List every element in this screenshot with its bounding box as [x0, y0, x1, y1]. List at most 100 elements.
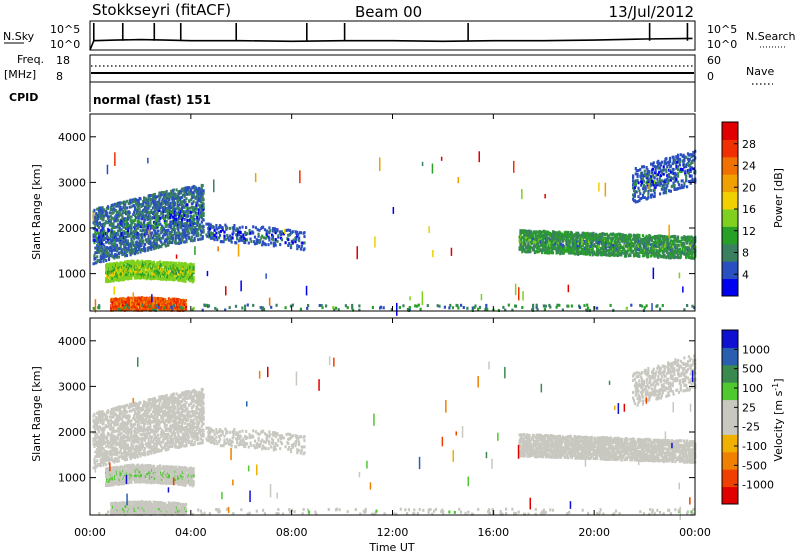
scatter-cell: [179, 300, 182, 304]
scatter-cell: [674, 158, 677, 162]
scatter-cell: [685, 174, 688, 178]
scatter-cell: [123, 306, 126, 310]
scatter-cell: [167, 228, 170, 232]
scatter-cell: [102, 259, 105, 263]
scatter-cell: [202, 205, 205, 209]
scatter-cell: [168, 270, 171, 274]
scatter-cell: [163, 242, 166, 246]
scatter-cell: [638, 199, 641, 203]
scatter-cell: [170, 195, 173, 199]
scatter-cell: [163, 191, 166, 194]
scatter-cell: [567, 304, 570, 308]
scatter-cell: [154, 219, 157, 223]
scatter-streak: [147, 157, 149, 164]
scatter-cell: [123, 265, 126, 269]
scatter-cell: [175, 217, 178, 221]
scatter-cell: [577, 231, 580, 235]
scatter-cell: [519, 243, 522, 247]
scatter-streak: [431, 163, 434, 174]
scatter-cell: [182, 231, 185, 235]
scatter-cell: [93, 216, 96, 219]
scatter-cell: [258, 228, 261, 232]
scatter-cell: [555, 305, 558, 309]
scatter-cell: [636, 200, 639, 204]
scatter-cell: [168, 202, 171, 205]
scatter-cell: [632, 174, 635, 178]
scatter-cell: [152, 200, 155, 204]
scatter-cell: [156, 235, 159, 239]
scatter-streak: [374, 236, 376, 248]
scatter-cell: [540, 230, 543, 234]
scatter-cell: [193, 238, 196, 242]
scatter-cell: [603, 243, 606, 247]
scatter-cell: [232, 228, 235, 232]
scatter-cell: [196, 201, 199, 205]
scatter-cell: [586, 308, 589, 312]
scatter-cell: [95, 416, 98, 420]
scatter-cell: [634, 179, 637, 183]
scatter-streak: [450, 247, 453, 256]
scatter-cell: [560, 242, 563, 246]
scatter-cell: [549, 234, 552, 238]
scatter-cell: [165, 189, 168, 193]
scatter-cell: [646, 168, 649, 172]
scatter-cell: [165, 307, 168, 311]
scatter-cell: [115, 238, 118, 242]
scatter-cell: [149, 211, 152, 215]
scatter-cell: [274, 231, 277, 235]
scatter-cell: [134, 206, 137, 210]
scatter-cell: [679, 254, 682, 258]
scatter-cell: [155, 203, 158, 207]
scatter-cell: [603, 245, 606, 249]
scatter-cell: [103, 229, 106, 233]
scatter-cell: [284, 306, 287, 310]
scatter-cell: [168, 236, 171, 240]
scatter-cell: [650, 236, 653, 240]
scatter-cell: [117, 307, 121, 311]
scatter-cell: [642, 191, 645, 195]
scatter-cell: [218, 236, 221, 240]
scatter-cell: [248, 229, 251, 232]
scatter-cell: [691, 161, 694, 165]
scatter-cell: [647, 255, 650, 258]
scatter-cell: [112, 205, 115, 209]
scatter-cell: [408, 306, 411, 309]
scatter-cell: [672, 157, 675, 161]
scatter-cell: [562, 237, 565, 241]
scatter-cell: [612, 308, 615, 312]
scatter-streak: [225, 286, 227, 296]
scatter-cell: [686, 304, 689, 307]
scatter-cell: [457, 306, 460, 310]
scatter-cell: [523, 248, 526, 252]
scatter-cell: [358, 304, 361, 308]
scatter-cell: [687, 171, 690, 175]
scatter-cell: [642, 179, 645, 183]
scatter-cell: [198, 199, 201, 203]
scatter-cell: [673, 243, 676, 247]
scatter-cell: [640, 173, 643, 177]
scatter-cell: [171, 233, 175, 237]
scatter-cell: [171, 236, 175, 240]
scatter-cell: [133, 237, 136, 241]
scatter-cell: [529, 248, 532, 251]
scatter-cell: [296, 247, 299, 251]
scatter-cell: [677, 243, 681, 247]
scatter-cell: [128, 250, 131, 254]
scatter-cell: [98, 221, 101, 225]
scatter-cell: [280, 236, 283, 240]
scatter-cell: [606, 239, 609, 243]
nave-tick-top: 60: [707, 54, 721, 67]
scatter-cell: [654, 171, 657, 175]
scatter-cell: [668, 243, 671, 247]
scatter-cell: [115, 225, 118, 229]
scatter-cell: [154, 308, 157, 312]
scatter-cell: [111, 276, 114, 280]
scatter-cell: [544, 242, 547, 246]
scatter-cell: [198, 223, 202, 227]
freq-tick-bottom: 8: [56, 70, 63, 83]
scatter-cell: [183, 240, 186, 244]
scatter-cell: [202, 198, 205, 202]
scatter-cell: [660, 240, 663, 244]
scatter-cell: [658, 245, 661, 249]
scatter-cell: [146, 227, 149, 231]
